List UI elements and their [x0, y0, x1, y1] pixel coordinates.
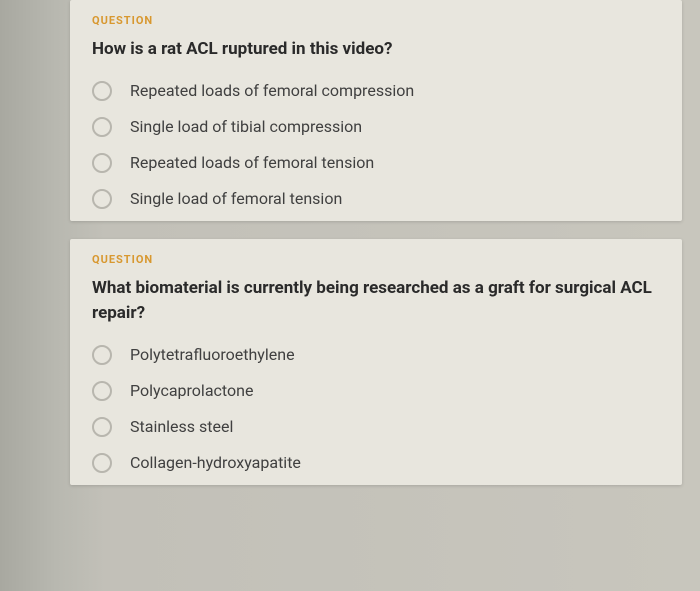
- radio-icon[interactable]: [92, 345, 112, 365]
- option-row[interactable]: Single load of tibial compression: [70, 109, 682, 145]
- question-card: QUESTION What biomaterial is currently b…: [70, 239, 682, 485]
- radio-icon[interactable]: [92, 81, 112, 101]
- radio-icon[interactable]: [92, 189, 112, 209]
- option-row[interactable]: Stainless steel: [70, 409, 682, 445]
- option-label: Stainless steel: [130, 417, 233, 436]
- question-text: What biomaterial is currently being rese…: [70, 276, 682, 337]
- option-row[interactable]: Repeated loads of femoral tension: [70, 145, 682, 181]
- option-row[interactable]: Collagen-hydroxyapatite: [70, 445, 682, 481]
- option-row[interactable]: Polytetrafluoroethylene: [70, 337, 682, 373]
- radio-icon[interactable]: [92, 417, 112, 437]
- option-label: Repeated loads of femoral compression: [130, 81, 414, 100]
- option-label: Repeated loads of femoral tension: [130, 153, 374, 172]
- option-label: Polycaprolactone: [130, 381, 253, 400]
- option-label: Single load of tibial compression: [130, 117, 362, 136]
- question-label: QUESTION: [70, 253, 682, 276]
- question-label: QUESTION: [70, 14, 682, 37]
- radio-icon[interactable]: [92, 381, 112, 401]
- question-card: QUESTION How is a rat ACL ruptured in th…: [70, 0, 682, 221]
- option-row[interactable]: Polycaprolactone: [70, 373, 682, 409]
- option-row[interactable]: Single load of femoral tension: [70, 181, 682, 217]
- option-label: Single load of femoral tension: [130, 189, 342, 208]
- radio-icon[interactable]: [92, 117, 112, 137]
- option-label: Collagen-hydroxyapatite: [130, 453, 301, 472]
- option-label: Polytetrafluoroethylene: [130, 345, 295, 364]
- radio-icon[interactable]: [92, 453, 112, 473]
- question-text: How is a rat ACL ruptured in this video?: [70, 37, 682, 73]
- radio-icon[interactable]: [92, 153, 112, 173]
- option-row[interactable]: Repeated loads of femoral compression: [70, 73, 682, 109]
